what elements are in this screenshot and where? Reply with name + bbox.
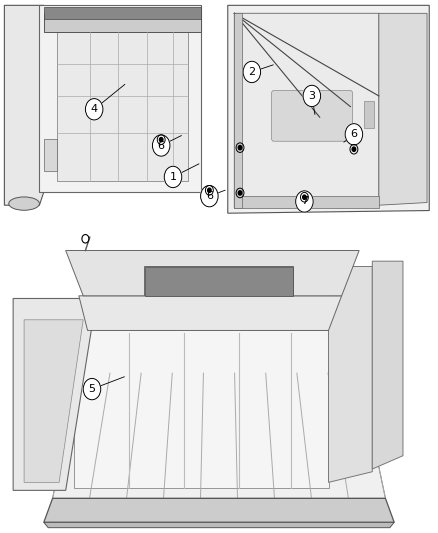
Bar <box>145 266 293 296</box>
Circle shape <box>303 85 321 107</box>
FancyBboxPatch shape <box>272 91 353 141</box>
Polygon shape <box>4 5 44 205</box>
Bar <box>44 7 201 19</box>
Circle shape <box>238 146 242 150</box>
Polygon shape <box>0 229 438 533</box>
Bar <box>44 13 201 32</box>
Circle shape <box>208 188 211 192</box>
Circle shape <box>164 166 182 188</box>
Polygon shape <box>39 5 201 192</box>
Polygon shape <box>219 0 438 221</box>
Circle shape <box>85 99 103 120</box>
Polygon shape <box>66 251 359 296</box>
Circle shape <box>303 195 306 199</box>
Text: 2: 2 <box>248 67 255 77</box>
Ellipse shape <box>9 197 39 211</box>
Polygon shape <box>44 522 394 528</box>
Circle shape <box>296 191 313 212</box>
Bar <box>44 139 57 171</box>
Polygon shape <box>24 320 83 482</box>
Text: 4: 4 <box>91 104 98 114</box>
Text: 1: 1 <box>170 172 177 182</box>
Circle shape <box>243 61 261 83</box>
Text: 7: 7 <box>301 197 308 206</box>
Polygon shape <box>13 298 96 490</box>
Text: 5: 5 <box>88 384 95 394</box>
Polygon shape <box>44 498 394 522</box>
Polygon shape <box>79 296 342 330</box>
Circle shape <box>238 191 242 195</box>
Bar <box>57 32 188 181</box>
Bar <box>234 196 379 208</box>
Text: 6: 6 <box>206 191 213 201</box>
Polygon shape <box>379 13 427 205</box>
Circle shape <box>159 138 163 142</box>
Polygon shape <box>74 330 328 488</box>
Circle shape <box>201 185 218 207</box>
Circle shape <box>83 378 101 400</box>
Circle shape <box>352 147 356 151</box>
Text: 3: 3 <box>308 91 315 101</box>
Bar <box>234 13 242 208</box>
Polygon shape <box>234 13 379 208</box>
Circle shape <box>345 124 363 145</box>
Polygon shape <box>328 266 372 482</box>
Bar <box>364 101 374 128</box>
Text: 6: 6 <box>350 130 357 139</box>
Polygon shape <box>53 373 385 498</box>
Circle shape <box>152 135 170 156</box>
Polygon shape <box>0 0 210 211</box>
Polygon shape <box>372 261 403 469</box>
Text: 6: 6 <box>158 141 165 150</box>
Polygon shape <box>228 5 429 213</box>
